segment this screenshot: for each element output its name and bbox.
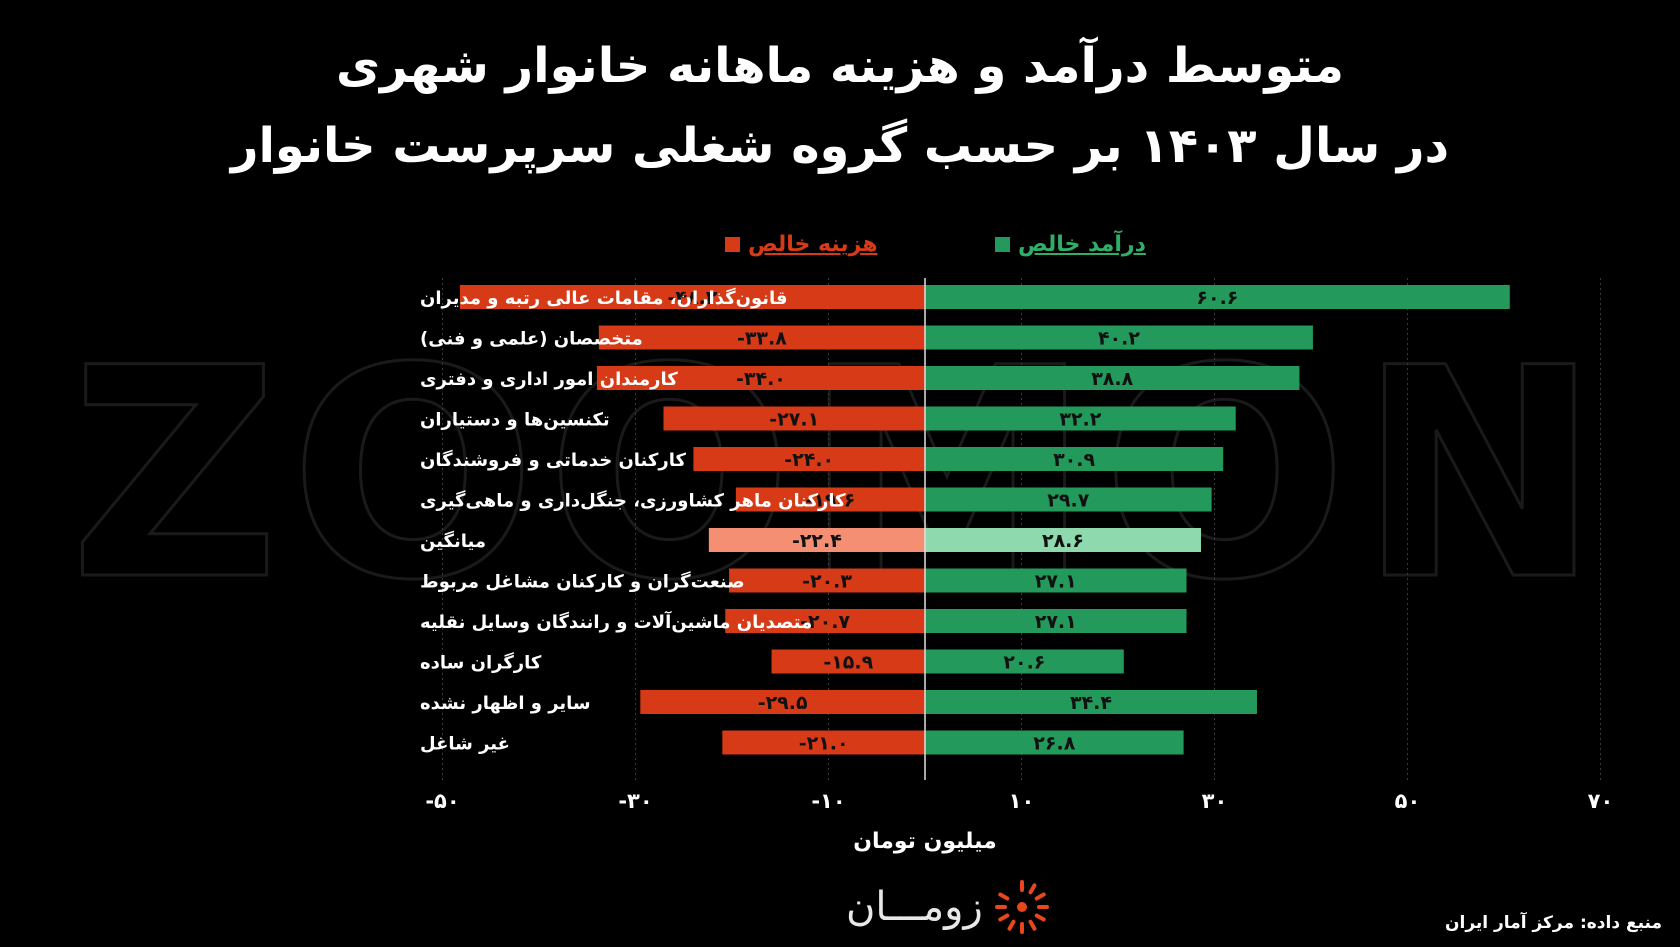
category-label: متصدیان ماشین‌آلات و رانندگان وسایل نقلی… — [420, 610, 812, 633]
data-label-income: ۲۶.۸ — [1033, 733, 1075, 755]
category-label: تکنسین‌ها و دستیاران — [420, 410, 610, 431]
bar-income — [925, 690, 1257, 714]
x-tick-labels: -۵۰ -۳۰ -۱۰ ۱۰ ۳۰ ۵۰ ۷۰ — [425, 789, 1613, 813]
bar-expense — [598, 325, 925, 350]
data-label-income: ۳۰.۹ — [1053, 449, 1095, 471]
data-label-expense: -۲۱.۰ — [799, 733, 849, 755]
bar-income — [925, 366, 1300, 390]
bar-income — [925, 649, 1124, 674]
category-label: قانون‌گذاران، مقامات عالی رتبه و مدیران — [420, 287, 788, 309]
x-tick-label: ۱۰ — [1009, 789, 1035, 813]
x-tick-label: -۱۰ — [811, 789, 845, 813]
bar-expense — [708, 528, 925, 552]
x-tick-label: ۳۰ — [1202, 789, 1228, 813]
bar-income — [925, 487, 1212, 512]
data-label-expense: -۴۸.۲ — [667, 287, 717, 309]
bar-expense — [735, 487, 925, 512]
category-label: کارگران ساده — [420, 652, 542, 674]
data-label-income: ۲۷.۱ — [1035, 571, 1077, 593]
bar-income — [925, 285, 1510, 309]
x-tick-label: -۳۰ — [618, 789, 652, 813]
data-label-expense: -۲۰.۷ — [800, 611, 850, 633]
category-label: غیر شاغل — [420, 734, 510, 755]
chart-title-line2: در سال ۱۴۰۳ بر حسب گروه شغلی سرپرست خانو… — [230, 118, 1450, 174]
category-labels: قانون‌گذاران، مقامات عالی رتبه و مدیران م… — [420, 287, 846, 755]
data-label-income: ۴۰.۲ — [1098, 328, 1140, 350]
logo-text: زومـــان — [846, 884, 983, 930]
data-label-expense: -۲۲.۴ — [792, 530, 842, 552]
bar-expense — [663, 406, 925, 431]
bar-expense — [729, 568, 925, 593]
data-label-expense: -۲۴.۰ — [784, 449, 834, 471]
bars: -۴۸.۲ ۶۰.۶ -۳۳.۸ ۴۰.۲ -۳۴.۰ ۳۸.۸ -۲۷.۱ ۳۲.۲ -۲۴.… — [459, 278, 1510, 780]
data-label-income: ۳۸.۸ — [1091, 368, 1133, 390]
x-tick-label: ۷۰ — [1588, 789, 1614, 813]
x-axis-label: میلیون تومان — [853, 829, 997, 854]
bar-expense — [640, 690, 925, 714]
bar-expense — [693, 447, 925, 471]
data-label-expense: -۲۹.۵ — [758, 692, 808, 714]
data-label-expense: -۳۴.۰ — [736, 368, 786, 390]
source-note: منبع داده: مرکز آمار ایران — [1444, 913, 1662, 933]
bar-expense — [459, 285, 925, 309]
data-label-income: ۲۰.۶ — [1003, 652, 1045, 674]
data-label-income: ۲۷.۱ — [1035, 611, 1077, 633]
legend-income: درآمد خالص — [995, 232, 1146, 257]
data-label-income: ۳۴.۴ — [1070, 692, 1112, 714]
zoomon-logo-icon — [994, 880, 1049, 934]
data-label-expense: -۱۵.۹ — [823, 652, 873, 674]
data-label-income: ۳۲.۲ — [1059, 409, 1101, 431]
x-tick-label: ۵۰ — [1395, 789, 1421, 813]
data-label-expense: -۱۹.۶ — [805, 490, 855, 512]
bar-income — [925, 730, 1184, 755]
legend-income-label: درآمد خالص — [1018, 232, 1146, 257]
data-label-income: ۲۸.۶ — [1042, 530, 1084, 552]
bar-expense — [725, 609, 925, 633]
bar-income — [925, 609, 1187, 633]
bar-income — [925, 528, 1201, 552]
category-label: میانگین — [420, 530, 486, 552]
x-tick-label: -۵۰ — [425, 789, 459, 813]
category-label: کارمندان امور اداری و دفتری — [420, 369, 678, 390]
bar-expense — [771, 649, 925, 674]
category-label: متخصصان (علمی و فنی) — [420, 329, 643, 350]
bar-income — [925, 325, 1313, 350]
watermark: ZOOMON — [69, 307, 1610, 644]
category-label: کارکنان خدماتی و فروشندگان — [420, 449, 686, 471]
data-label-income: ۶۰.۶ — [1196, 287, 1238, 309]
legend-income-swatch — [995, 237, 1010, 252]
bar-income — [925, 568, 1187, 593]
legend-expense-label: هزینه خالص — [748, 232, 878, 257]
bar-expense — [722, 730, 925, 755]
category-label: کارکنان ماهر کشاورزی، جنگل‌داری و ماهی‌گ… — [420, 490, 846, 512]
data-label-expense: -۲۷.۱ — [769, 409, 819, 431]
legend-expense-swatch — [725, 237, 740, 252]
chart-title-line1: متوسط درآمد و هزینه ماهانه خانوار شهری — [336, 38, 1344, 94]
category-label: سایر و اظهار نشده — [420, 693, 591, 714]
data-label-income: ۲۹.۷ — [1047, 490, 1089, 512]
bar-income — [925, 447, 1224, 471]
bar-expense — [596, 366, 925, 390]
bar-income — [925, 406, 1236, 431]
data-label-expense: -۲۰.۳ — [802, 571, 852, 593]
logo: زومـــان — [846, 878, 1051, 936]
legend-expense: هزینه خالص — [725, 232, 878, 257]
category-label: صنعت‌گران و کارکنان مشاغل مربوط — [420, 571, 745, 593]
data-label-expense: -۳۳.۸ — [737, 328, 787, 350]
